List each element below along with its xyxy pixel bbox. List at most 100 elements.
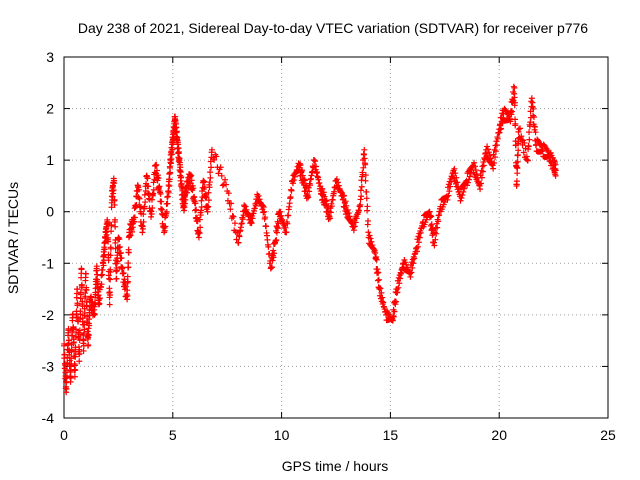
data-point-trace [285, 212, 292, 219]
data-point-trace [323, 198, 330, 205]
data-point-trace [358, 183, 365, 190]
data-point-trace [465, 176, 472, 183]
data-point-trace [204, 204, 211, 211]
data-point-trace [492, 148, 499, 155]
data-point-trace [371, 247, 378, 254]
data-point-trace [242, 203, 249, 210]
data-point-trace [301, 177, 308, 184]
data-point-trace [517, 125, 524, 132]
data-point-trace [362, 172, 369, 179]
data-point-trace [74, 302, 81, 309]
data-point-trace [429, 226, 436, 233]
data-point-trace [137, 204, 144, 211]
data-point-trace [200, 179, 207, 186]
data-point-trace [223, 181, 230, 188]
data-point-trace [238, 220, 245, 227]
data-point-trace [482, 149, 489, 156]
data-point-trace [153, 161, 160, 168]
data-point-trace [260, 204, 267, 211]
data-point-trace [478, 174, 485, 181]
data-point-trace [539, 148, 546, 155]
data-point-trace [454, 179, 461, 186]
data-point-trace [373, 253, 380, 260]
data-point-trace [99, 266, 106, 273]
data-point-trace [156, 183, 163, 190]
data-point-trace [105, 257, 112, 264]
data-point-trace [532, 129, 539, 136]
data-point-trace [351, 223, 358, 230]
data-point-trace [472, 167, 479, 174]
data-point-trace [142, 199, 149, 206]
data-point [76, 358, 83, 365]
data-point-trace [93, 263, 100, 270]
data-point-trace [531, 123, 538, 130]
data-point-trace [467, 170, 474, 177]
data-point-trace [326, 215, 333, 222]
data-point-trace [274, 225, 281, 232]
data-point-trace [76, 350, 83, 357]
data-point-trace [446, 188, 453, 195]
data-point-trace [459, 192, 466, 199]
data-point-trace [377, 295, 384, 302]
data-point-trace [207, 174, 214, 181]
data-point-trace [182, 196, 189, 203]
data-point-trace [494, 135, 501, 142]
x-tick-label: 5 [169, 427, 177, 443]
data-point-trace [173, 128, 180, 135]
data-point-trace [316, 179, 323, 186]
grid-lines [64, 57, 608, 418]
x-axis-label: GPS time / hours [282, 458, 389, 474]
data-point [139, 229, 146, 236]
data-point-trace [460, 188, 467, 195]
data-point-trace [125, 264, 132, 271]
data-point-trace [80, 337, 87, 344]
data-point-trace [211, 156, 218, 163]
data-point-trace [310, 157, 317, 163]
data-point-trace [345, 210, 352, 217]
data-point-trace [203, 193, 210, 200]
data-point-trace [111, 196, 118, 203]
data-point-trace [107, 269, 114, 276]
data-point-trace [63, 367, 70, 374]
data-point-trace [378, 289, 385, 296]
data-point-trace [414, 243, 421, 250]
data-point-trace [491, 159, 498, 166]
data-point-trace [241, 202, 248, 209]
data-point-trace [191, 194, 198, 201]
data-point-trace [122, 283, 129, 290]
data-point-trace [152, 162, 159, 169]
data-point-trace [188, 172, 195, 179]
data-point-trace [415, 233, 422, 240]
data-point-trace [77, 331, 84, 338]
data-point-trace [493, 142, 500, 149]
data-point-trace [110, 187, 117, 194]
data-point-trace [375, 276, 382, 283]
data-point-trace [208, 149, 215, 156]
data-point-trace [274, 224, 281, 231]
data-point-trace [153, 167, 160, 174]
data-point-trace [461, 185, 468, 192]
data-point-trace [86, 322, 93, 329]
data-point-trace [471, 163, 478, 170]
data-point-trace [312, 158, 319, 165]
data-point-trace [126, 233, 133, 240]
data-point-trace [77, 291, 84, 298]
data-point-trace [217, 164, 224, 171]
data-point-trace [524, 157, 531, 164]
data-point-trace [198, 197, 205, 204]
data-point-trace [144, 190, 151, 197]
data-point-trace [515, 128, 522, 135]
data-point-trace [196, 216, 203, 223]
data-point-trace [155, 175, 162, 182]
data-point-trace [92, 301, 99, 308]
data-point-trace [164, 194, 171, 201]
data-point-trace [296, 160, 303, 167]
data-point-trace [82, 293, 89, 300]
data-point [511, 84, 518, 91]
data-point-trace [363, 195, 370, 202]
data-point-trace [498, 125, 505, 132]
data-point-trace [360, 151, 367, 158]
data-point-trace [118, 255, 125, 262]
data-point-trace [484, 143, 491, 150]
data-point-trace [206, 179, 213, 186]
